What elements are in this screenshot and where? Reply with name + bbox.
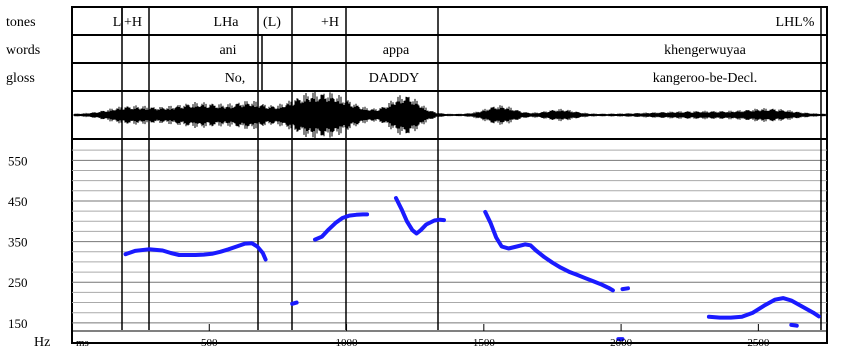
tones-label: L [113, 15, 122, 30]
pitch-grid [72, 149, 827, 324]
pitch-segment [290, 300, 299, 306]
words-label: appa [383, 43, 410, 58]
pitch-segment [620, 286, 630, 292]
time-tick-label: 2500 [747, 337, 770, 349]
tones-label: +H [124, 15, 142, 30]
pitch-tick-label: 550 [8, 153, 28, 168]
words-tier-label: words [6, 43, 40, 58]
pitch-segment [706, 296, 821, 320]
pitch-segment [313, 212, 370, 242]
time-tick-label: 1500 [473, 337, 496, 349]
pitch-unit-label: Hz [34, 335, 50, 350]
waveform [73, 91, 826, 139]
pitch-tick-label: 250 [8, 275, 28, 290]
tones-label: (L) [263, 15, 281, 30]
gloss-label: No, [225, 71, 246, 86]
words-label: khengerwuyaa [664, 43, 746, 58]
pitch-track [123, 196, 821, 342]
pitch-segment [394, 196, 446, 236]
time-tick-label: 1000 [336, 337, 359, 349]
tones-tier-label: tones [6, 15, 36, 30]
pitch-segment [789, 322, 799, 328]
tones-label: LHL% [776, 15, 815, 30]
pitch-tick-label: 450 [8, 194, 28, 209]
gloss-tier-label: gloss [6, 71, 35, 86]
tones-label: LHa [214, 15, 240, 30]
pitch-tick-label: 350 [8, 235, 28, 250]
tier-frames [71, 6, 828, 344]
time-axis-ticks: 500 1000 1500 2000 2500 [201, 324, 770, 349]
pitch-segment [123, 241, 268, 262]
time-tick-label: 2000 [610, 337, 633, 349]
pitch-box [71, 138, 828, 344]
gloss-label: DADDY [369, 71, 420, 86]
pitch-axis-ticks: 150 250 350 450 550 [8, 153, 28, 331]
time-unit-label: ms [76, 337, 89, 349]
words-annotations: ani appa khengerwuyaa [219, 43, 746, 58]
pitch-segment [483, 209, 615, 293]
time-tick-label: 500 [201, 337, 218, 349]
pitch-tick-label: 150 [8, 316, 28, 331]
tones-annotations: L +H LHa (L) +H LHL% [113, 15, 815, 30]
gloss-label: kangeroo-be-Decl. [653, 71, 758, 86]
boundary-lines [121, 7, 822, 330]
tones-tier-box [71, 6, 828, 36]
tones-label: +H [321, 15, 339, 30]
gloss-annotations: No, DADDY kangeroo-be-Decl. [225, 71, 758, 86]
words-label: ani [219, 43, 236, 58]
